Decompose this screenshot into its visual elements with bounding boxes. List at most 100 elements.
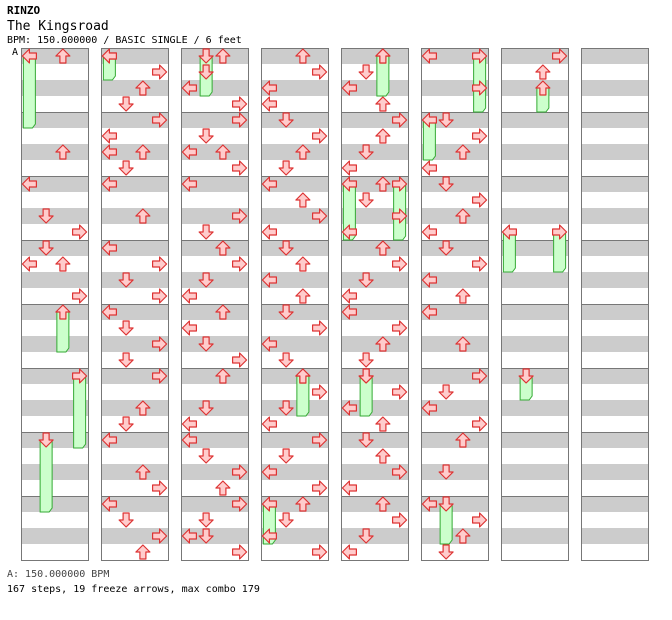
- beat-stripe: [501, 48, 568, 64]
- beat-stripe: [21, 336, 88, 352]
- up-arrow: [295, 144, 311, 160]
- left-arrow: [181, 416, 197, 432]
- up-arrow: [135, 80, 151, 96]
- right-arrow: [472, 128, 488, 144]
- down-arrow: [118, 416, 134, 432]
- left-arrow: [101, 240, 118, 256]
- right-arrow: [392, 320, 408, 336]
- right-arrow: [312, 64, 328, 80]
- freeze-arrow: [501, 224, 518, 273]
- up-arrow: [295, 368, 311, 384]
- beat-stripe: [501, 304, 568, 320]
- beat-stripe: [181, 400, 248, 416]
- beat-stripe: [181, 464, 248, 480]
- right-arrow: [472, 80, 488, 96]
- left-arrow: [101, 304, 118, 320]
- up-arrow: [375, 176, 391, 192]
- beat-stripe: [421, 496, 488, 512]
- right-arrow: [312, 128, 328, 144]
- beat-stripe: [101, 464, 168, 480]
- beat-stripe: [181, 528, 248, 544]
- beat-stripe: [261, 432, 328, 448]
- left-arrow: [101, 144, 118, 160]
- left-arrow: [421, 496, 437, 512]
- left-arrow: [181, 144, 197, 160]
- beat-stripe: [501, 496, 568, 512]
- beat-stripe: [261, 528, 328, 544]
- up-arrow: [375, 336, 391, 352]
- up-arrow: [295, 48, 311, 64]
- beat-stripe: [581, 208, 648, 224]
- down-arrow: [358, 192, 374, 208]
- up-arrow: [215, 304, 231, 320]
- left-arrow: [101, 128, 118, 144]
- down-arrow: [278, 400, 294, 416]
- right-arrow: [312, 480, 328, 496]
- beat-stripe: [341, 528, 408, 544]
- song-title: The Kingsroad: [7, 19, 109, 34]
- beat-stripe: [341, 176, 408, 192]
- left-arrow: [101, 496, 118, 512]
- left-arrow: [261, 336, 277, 352]
- up-arrow: [215, 48, 231, 64]
- beat-stripe: [581, 464, 648, 480]
- down-arrow: [518, 368, 534, 384]
- left-arrow: [261, 528, 277, 544]
- column-frame: [181, 48, 249, 561]
- left-arrow: [261, 416, 277, 432]
- left-arrow: [101, 432, 118, 448]
- right-arrow: [71, 224, 88, 240]
- down-arrow: [118, 512, 134, 528]
- chart-column: [101, 48, 169, 561]
- beat-stripe: [181, 48, 248, 64]
- beat-stripe: [341, 80, 408, 96]
- beat-stripe: [421, 304, 488, 320]
- beat-stripe: [101, 144, 168, 160]
- right-arrow: [152, 112, 168, 128]
- right-arrow: [312, 384, 328, 400]
- left-arrow: [341, 544, 357, 560]
- up-arrow: [375, 128, 391, 144]
- left-arrow: [341, 480, 357, 496]
- beat-stripe: [21, 112, 88, 128]
- freeze-body: [73, 375, 87, 449]
- down-arrow: [278, 160, 294, 176]
- left-arrow: [341, 400, 357, 416]
- beat-stripe: [421, 176, 488, 192]
- beat-stripe: [501, 144, 568, 160]
- beat-stripe: [501, 528, 568, 544]
- beat-stripe: [581, 432, 648, 448]
- column-frame: [101, 48, 169, 561]
- right-arrow: [312, 432, 328, 448]
- beat-stripe: [341, 304, 408, 320]
- beat-stripe: [181, 208, 248, 224]
- down-arrow: [438, 544, 454, 560]
- down-arrow: [358, 272, 374, 288]
- beat-stripe: [101, 496, 168, 512]
- beat-stripe: [101, 336, 168, 352]
- up-arrow: [455, 144, 471, 160]
- up-arrow: [55, 144, 71, 160]
- chart-column: [261, 48, 329, 561]
- beat-stripe: [261, 208, 328, 224]
- up-arrow: [135, 464, 151, 480]
- beat-stripe: [341, 368, 408, 384]
- column-frame: [21, 48, 89, 561]
- down-arrow: [278, 512, 294, 528]
- beat-stripe: [21, 80, 88, 96]
- right-arrow: [71, 288, 88, 304]
- right-arrow: [472, 256, 488, 272]
- beat-stripe: [581, 368, 648, 384]
- left-arrow: [21, 256, 38, 272]
- up-arrow: [535, 80, 551, 96]
- right-arrow: [232, 544, 248, 560]
- beat-stripe: [101, 80, 168, 96]
- beat-stripe: [181, 432, 248, 448]
- left-arrow: [181, 320, 197, 336]
- up-arrow: [215, 368, 231, 384]
- up-arrow: [535, 64, 551, 80]
- up-arrow: [455, 336, 471, 352]
- up-arrow: [135, 400, 151, 416]
- down-arrow: [38, 240, 54, 256]
- up-arrow: [295, 496, 311, 512]
